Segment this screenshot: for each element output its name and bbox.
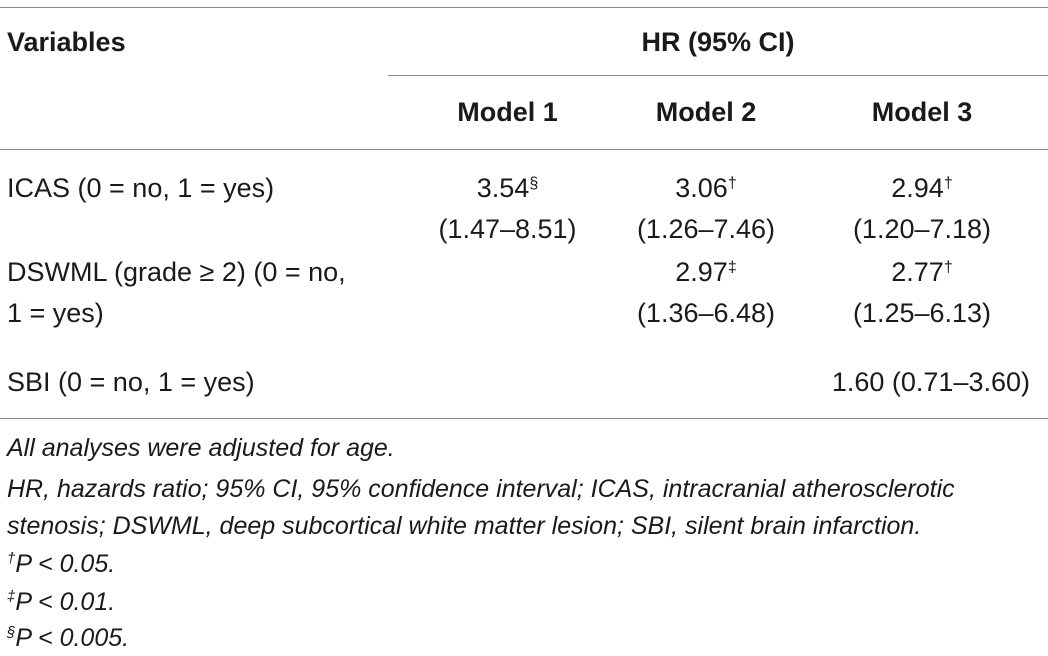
row-label: SBI (0 = no, 1 = yes) (7, 367, 255, 397)
table-bottom-rule (0, 418, 1048, 419)
section-mark: § (7, 624, 16, 641)
footnote-adjusted: All analyses were adjusted for age. (7, 434, 395, 462)
footnote-p001: ‡P < 0.01. (7, 584, 115, 620)
significance-mark: † (943, 259, 953, 277)
footnote-text: P < 0.05. (15, 550, 116, 578)
row-label-line2: 1 = yes) (7, 298, 104, 328)
model3-value: 2.77† (800, 254, 1044, 290)
footnote-abbreviations-line1: HR, hazards ratio; 95% CI, 95% confidenc… (7, 475, 955, 503)
header-bottom-rule (0, 149, 1048, 150)
model1-value: 3.54§ (390, 170, 625, 206)
model1-ci: (1.47–8.51) (438, 214, 577, 244)
hr-group-underline (388, 75, 1048, 76)
model2-value: 2.97‡ (626, 254, 786, 290)
model3-value: 1.60 (0.71–3.60) (831, 367, 1030, 397)
hr-value: 2.94 (891, 173, 944, 203)
footnote-text: P < 0.01. (15, 588, 116, 616)
hr-value: 2.97 (675, 257, 728, 287)
footnote-p005: †P < 0.05. (7, 546, 115, 582)
model2-value: 3.06† (626, 170, 786, 206)
model3-ci: (1.25–6.13) (852, 298, 992, 328)
model1-header: Model 1 (457, 97, 558, 127)
model3-ci: (1.20–7.18) (852, 214, 992, 244)
significance-mark: † (727, 175, 737, 193)
footnote-text: P < 0.005. (15, 624, 130, 652)
model3-header: Model 3 (871, 97, 973, 127)
significance-mark: § (529, 175, 539, 193)
model2-ci: (1.26–7.46) (636, 214, 776, 244)
model3-value: 2.94† (800, 170, 1044, 206)
model2-header: Model 2 (655, 97, 757, 127)
footnote-abbreviations-line2: stenosis; DSWML, deep subcortical white … (7, 512, 922, 540)
hr-value: 3.54 (476, 173, 530, 203)
hr-value: 3.06 (675, 173, 728, 203)
hr-value: 2.77 (891, 257, 944, 287)
table-top-rule (0, 7, 1048, 8)
row-label: ICAS (0 = no, 1 = yes) (7, 173, 275, 203)
hr-group-header: HR (95% CI) (641, 27, 795, 57)
dagger-mark: † (7, 550, 16, 567)
significance-mark: ‡ (727, 259, 737, 277)
model2-ci: (1.36–6.48) (636, 298, 776, 328)
footnote-p0005: §P < 0.005. (7, 620, 129, 656)
variables-header: Variables (7, 27, 126, 57)
double-dagger-mark: ‡ (7, 588, 16, 605)
significance-mark: † (943, 175, 953, 193)
row-label-line1: DSWML (grade ≥ 2) (0 = no, (7, 257, 346, 287)
